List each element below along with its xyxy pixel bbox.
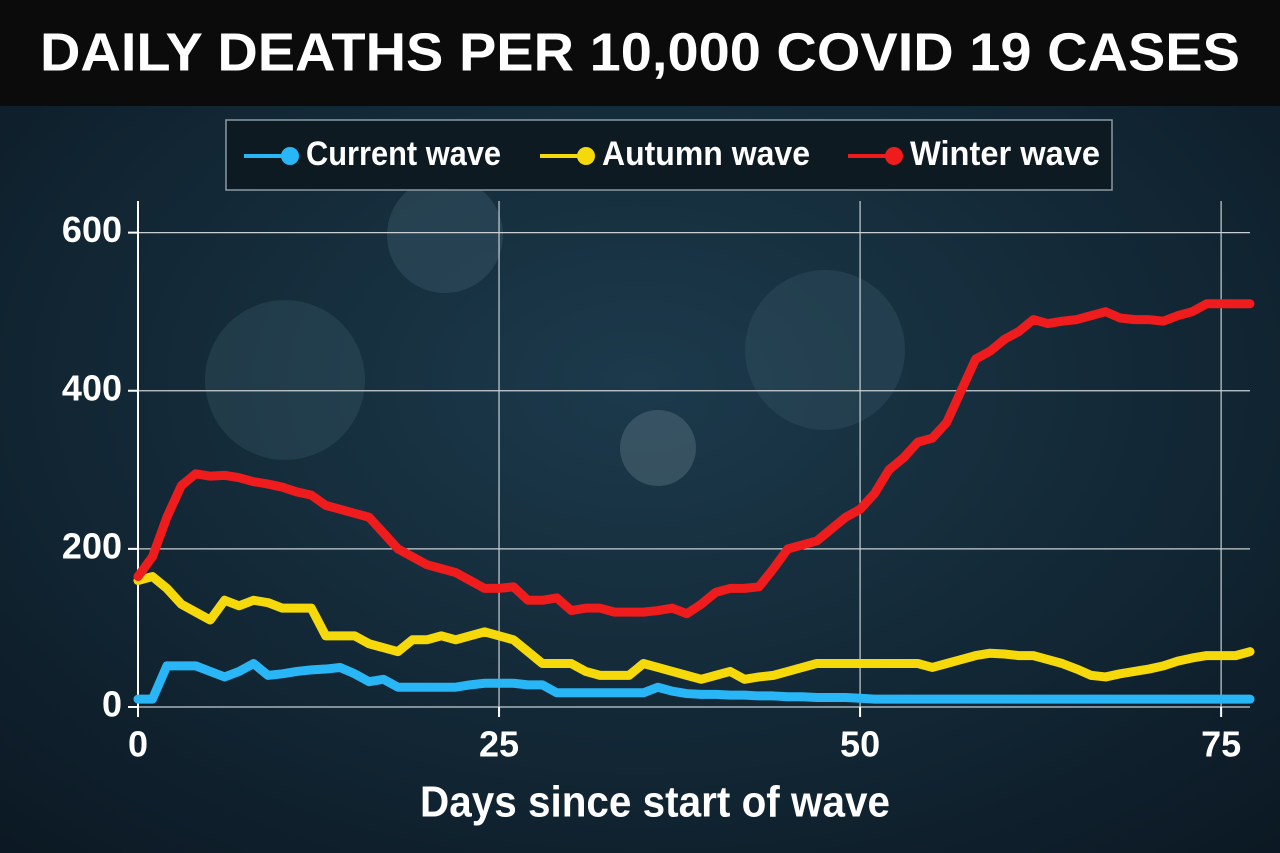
legend xyxy=(225,119,1113,191)
y-tick-label: 600 xyxy=(62,209,122,250)
x-tick-label: 75 xyxy=(1201,724,1241,765)
legend-swatch xyxy=(577,147,595,165)
series-line xyxy=(133,659,1255,704)
legend-swatch xyxy=(885,147,903,165)
legend-swatch xyxy=(281,147,299,165)
y-tick-label: 400 xyxy=(62,367,122,408)
virus-decoration xyxy=(745,270,905,430)
virus-decoration xyxy=(620,410,696,486)
x-tick-label: 50 xyxy=(840,724,880,765)
x-axis-label: Days since start of wave xyxy=(420,778,890,827)
series-line xyxy=(133,299,1255,619)
y-tick-label: 200 xyxy=(62,525,122,566)
x-tick-label: 25 xyxy=(479,724,519,765)
legend-label: Autumn wave xyxy=(602,135,810,173)
title-bar xyxy=(0,0,1280,106)
virus-decoration xyxy=(205,300,365,460)
chart-title: DAILY DEATHS PER 10,000 COVID 19 CASES xyxy=(40,22,1240,82)
x-tick-label: 0 xyxy=(128,724,148,765)
y-tick-label: 0 xyxy=(102,684,122,725)
series-line xyxy=(133,572,1255,684)
virus-decoration xyxy=(387,177,503,293)
legend-label: Current wave xyxy=(306,135,501,173)
legend-label: Winter wave xyxy=(910,135,1100,173)
